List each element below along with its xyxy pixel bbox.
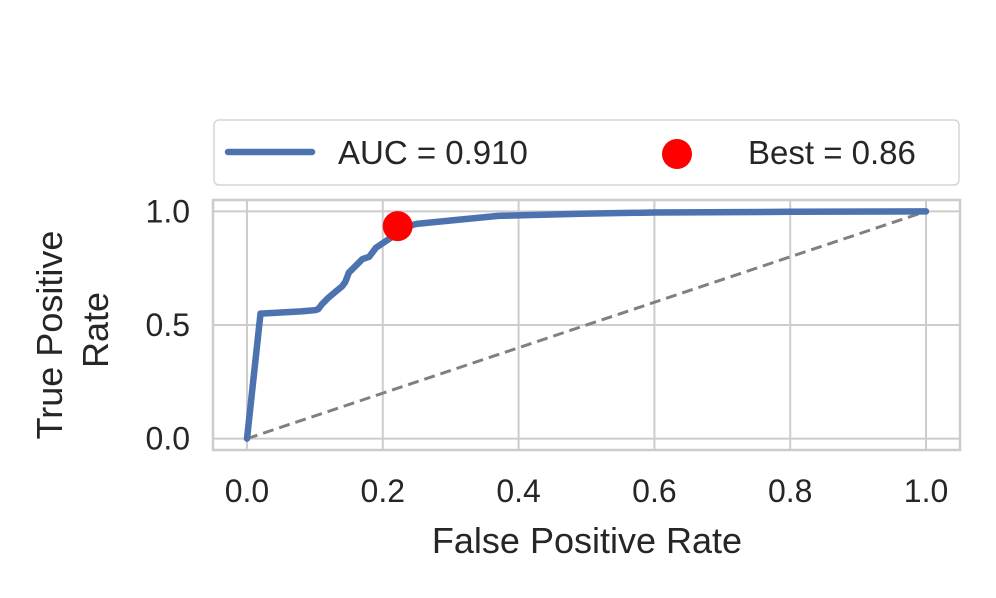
y-tick-label: 0.5 [146,307,190,343]
x-tick-label: 0.0 [225,473,269,509]
x-tick-label: 0.4 [496,473,540,509]
x-tick-label: 0.8 [768,473,812,509]
y-tick-label: 0.0 [146,421,190,457]
diagonal-reference-line [246,209,927,441]
best-threshold-point [382,211,413,242]
x-tick-label: 0.2 [361,473,405,509]
y-axis-label-line-2: Rate [75,292,116,368]
legend: AUC = 0.910 Best = 0.86 [213,119,960,186]
y-axis-label: True Positive Rate [29,221,116,440]
legend-roc-label: AUC = 0.910 [338,134,528,171]
legend-best-label: Best = 0.86 [748,134,916,171]
x-tick-labels: 0.0 0.2 0.4 0.6 0.8 1.0 [225,473,949,509]
roc-curve-line [243,208,930,442]
x-axis-label: False Positive Rate [432,520,742,561]
y-tick-label: 1.0 [146,193,190,229]
plot-frame [211,198,962,452]
legend-box [213,119,960,186]
y-tick-labels: 0.0 0.5 1.0 [146,193,190,456]
x-tick-label: 1.0 [904,473,948,509]
y-axis-label-line-1: True Positive [29,231,70,440]
legend-best-swatch [662,139,692,169]
x-tick-label: 0.6 [632,473,676,509]
